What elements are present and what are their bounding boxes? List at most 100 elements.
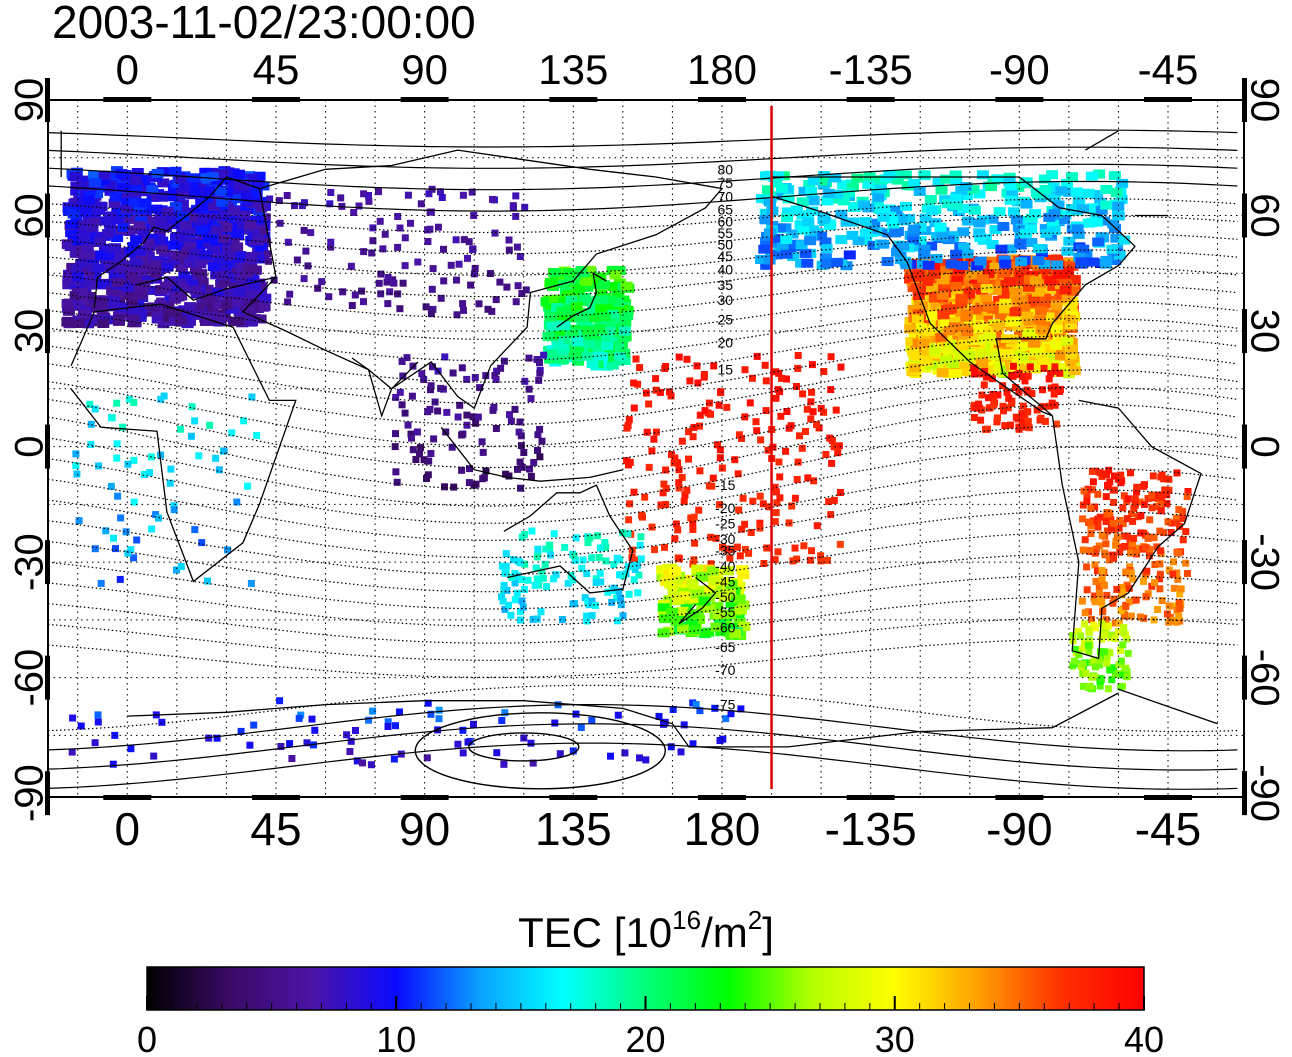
tec-cell <box>745 549 753 557</box>
tec-cell <box>824 556 831 564</box>
tec-cell <box>762 185 774 195</box>
maglat-label: -40 <box>715 558 735 574</box>
tec-cell <box>690 589 703 599</box>
tec-cell <box>369 237 377 245</box>
tec-cell <box>248 393 256 401</box>
tec-cell <box>503 283 511 291</box>
tec-cell <box>609 270 622 280</box>
tec-cell <box>1090 621 1098 629</box>
tec-cell <box>455 260 463 268</box>
tec-cell <box>546 322 559 332</box>
tec-cell <box>195 225 208 235</box>
tec-cell <box>965 255 978 265</box>
tec-cell <box>588 612 596 619</box>
tec-cell <box>65 219 78 229</box>
tec-cell <box>69 291 82 301</box>
tec-cell <box>216 168 229 178</box>
tec-cell <box>995 244 1008 254</box>
tec-cell <box>73 470 81 478</box>
tec-cell <box>1106 244 1119 254</box>
tec-cell <box>1061 246 1074 256</box>
tec-cell <box>102 229 115 238</box>
tec-cell <box>1083 491 1091 499</box>
tec-cell <box>950 175 963 185</box>
tec-cell <box>106 302 119 312</box>
tec-cell <box>142 251 155 261</box>
tec-cell <box>547 551 554 559</box>
frame-tick-left <box>45 309 50 354</box>
lon-tick-label-bottom: -90 <box>986 803 1052 855</box>
tec-cell <box>190 248 203 258</box>
colorbar-tick-label: 30 <box>875 1019 915 1057</box>
tec-cell <box>1157 473 1165 481</box>
tec-cell <box>601 334 614 344</box>
tec-cell <box>771 191 784 201</box>
tec-cell <box>977 349 990 359</box>
tec-cell <box>511 570 519 578</box>
tec-cell <box>206 421 214 429</box>
tec-cell <box>988 375 996 383</box>
tec-cell <box>384 300 392 308</box>
tec-cell <box>513 589 521 597</box>
tec-cell <box>1103 652 1111 660</box>
lon-tick-label-top: 180 <box>687 46 757 93</box>
tec-cell <box>695 506 703 514</box>
tec-cell <box>379 245 387 253</box>
tec-cell <box>957 227 970 237</box>
coastline-new-zealand <box>678 576 717 625</box>
tec-cell <box>1163 610 1171 618</box>
tec-cell <box>1094 490 1102 498</box>
tec-cell <box>802 428 809 435</box>
tec-cell <box>452 236 460 244</box>
tec-cell <box>1077 632 1085 640</box>
tec-cell <box>219 209 231 219</box>
tec-cell <box>233 287 246 297</box>
tec-cell <box>597 578 605 586</box>
tec-cell <box>900 260 913 270</box>
tec-cell <box>772 394 780 402</box>
tec-region-patagonia <box>1069 620 1132 693</box>
tec-cell <box>1110 472 1118 480</box>
maglat-contour <box>48 704 1238 752</box>
tec-cell <box>78 234 91 244</box>
tec-cell <box>125 395 133 403</box>
tec-cell <box>195 202 208 212</box>
tec-cell <box>806 556 814 564</box>
tec-cell <box>1052 200 1065 210</box>
frame-tick-left <box>45 193 50 238</box>
tec-region-canada-alaska <box>755 169 1131 271</box>
maglat-label: 65 <box>718 202 734 218</box>
colorbar-ticks: 0 10 20 30 40 <box>137 996 1164 1057</box>
tec-cell <box>1099 652 1107 660</box>
tec-cell <box>126 305 139 315</box>
tec-cell <box>1080 620 1088 628</box>
tec-cell <box>175 291 188 301</box>
tec-cell <box>1158 597 1166 605</box>
tec-cell <box>233 307 246 316</box>
maglat-contour <box>48 638 1238 678</box>
tec-cell <box>169 202 182 212</box>
tec-cell <box>738 621 751 631</box>
tec-cell <box>936 265 949 275</box>
tec-cell <box>631 566 639 573</box>
tec-cell <box>62 280 75 290</box>
maglat-label: 60 <box>718 213 734 229</box>
tec-cell <box>977 416 985 424</box>
tec-cell <box>958 242 971 252</box>
tec-cell <box>821 196 834 206</box>
tec-cell <box>275 197 283 205</box>
tec-cell <box>690 513 698 521</box>
tec-cell <box>130 257 142 267</box>
tec-cell <box>1123 515 1131 523</box>
tec-cell <box>210 236 223 246</box>
tec-cell <box>571 337 584 347</box>
tec-cell <box>817 557 825 565</box>
tec-cell <box>1140 500 1148 508</box>
tec-cell <box>284 238 292 246</box>
maglat-label: 80 <box>718 161 734 177</box>
tec-cell <box>659 614 672 624</box>
tec-cell <box>696 422 703 430</box>
tec-cell <box>70 181 83 191</box>
tec-cell <box>492 425 500 432</box>
tec-cell <box>375 188 382 196</box>
